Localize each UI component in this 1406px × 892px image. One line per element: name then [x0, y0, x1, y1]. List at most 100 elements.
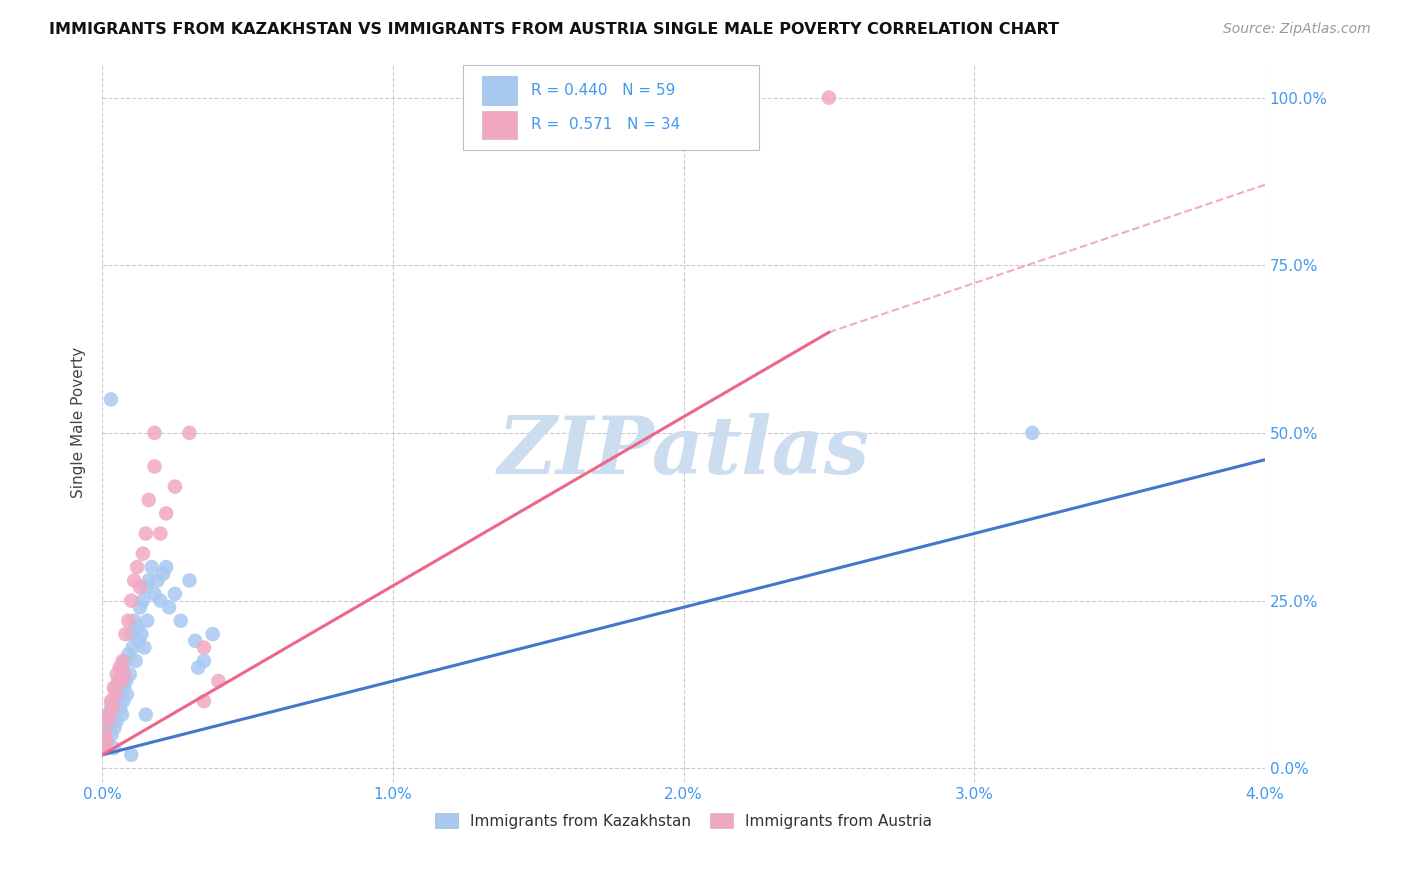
Point: [115, 688, 138, 702]
Point: [201, 627, 224, 641]
Point: [122, 574, 145, 588]
Point: [193, 654, 215, 668]
Point: [136, 614, 159, 628]
Point: [111, 660, 134, 674]
Point: [141, 560, 163, 574]
Point: [97, 721, 120, 735]
Point: [179, 574, 201, 588]
Point: [135, 526, 157, 541]
Point: [114, 654, 136, 668]
Point: [132, 593, 155, 607]
Point: [149, 526, 172, 541]
Point: [107, 674, 129, 689]
Point: [108, 660, 131, 674]
Point: [105, 667, 128, 681]
Point: [98, 714, 121, 729]
Point: [135, 580, 157, 594]
Point: [128, 633, 150, 648]
Point: [100, 392, 122, 407]
Point: [138, 574, 160, 588]
Text: ZIPatlas: ZIPatlas: [498, 413, 869, 491]
Point: [134, 640, 156, 655]
Point: [187, 660, 209, 674]
Point: [155, 507, 177, 521]
Point: [115, 674, 138, 689]
Text: Source: ZipAtlas.com: Source: ZipAtlas.com: [1223, 22, 1371, 37]
Text: R =  0.571   N = 34: R = 0.571 N = 34: [531, 118, 681, 132]
Point: [104, 681, 127, 695]
Point: [108, 674, 131, 689]
Point: [117, 647, 139, 661]
Point: [152, 566, 174, 581]
Text: R = 0.440   N = 59: R = 0.440 N = 59: [531, 83, 676, 98]
Point: [120, 593, 142, 607]
FancyBboxPatch shape: [482, 111, 517, 139]
Point: [818, 90, 841, 104]
Point: [184, 633, 207, 648]
Point: [97, 707, 120, 722]
Point: [120, 747, 142, 762]
Point: [114, 627, 136, 641]
Text: IMMIGRANTS FROM KAZAKHSTAN VS IMMIGRANTS FROM AUSTRIA SINGLE MALE POVERTY CORREL: IMMIGRANTS FROM KAZAKHSTAN VS IMMIGRANTS…: [49, 22, 1059, 37]
Point: [110, 701, 132, 715]
Point: [179, 425, 201, 440]
Point: [100, 728, 122, 742]
FancyBboxPatch shape: [463, 65, 759, 150]
Point: [105, 714, 128, 729]
Point: [107, 694, 129, 708]
Point: [124, 654, 146, 668]
Point: [111, 707, 134, 722]
Point: [146, 574, 169, 588]
Point: [96, 734, 118, 748]
Point: [93, 741, 115, 756]
Point: [122, 614, 145, 628]
Point: [103, 741, 125, 756]
Point: [120, 627, 142, 641]
Point: [103, 707, 125, 722]
Point: [135, 707, 157, 722]
Point: [105, 688, 128, 702]
Point: [101, 701, 124, 715]
Point: [112, 667, 135, 681]
Point: [127, 560, 149, 574]
Point: [149, 593, 172, 607]
Point: [112, 681, 135, 695]
Legend: Immigrants from Kazakhstan, Immigrants from Austria: Immigrants from Kazakhstan, Immigrants f…: [429, 807, 938, 835]
Point: [110, 667, 132, 681]
Point: [101, 694, 124, 708]
Point: [96, 734, 118, 748]
Point: [100, 694, 122, 708]
Point: [111, 654, 134, 668]
Point: [170, 614, 193, 628]
Point: [97, 714, 120, 729]
Point: [127, 620, 149, 634]
Point: [131, 627, 153, 641]
Point: [143, 425, 166, 440]
FancyBboxPatch shape: [482, 77, 517, 105]
Point: [121, 640, 143, 655]
Point: [117, 614, 139, 628]
Point: [104, 688, 127, 702]
Point: [143, 459, 166, 474]
Point: [103, 681, 125, 695]
Point: [94, 728, 117, 742]
Point: [118, 667, 141, 681]
Point: [207, 674, 229, 689]
Point: [143, 587, 166, 601]
Point: [100, 701, 122, 715]
Y-axis label: Single Male Poverty: Single Male Poverty: [72, 347, 86, 499]
Point: [112, 694, 135, 708]
Point: [103, 721, 125, 735]
Point: [98, 707, 121, 722]
Point: [110, 674, 132, 689]
Point: [163, 587, 186, 601]
Point: [129, 600, 152, 615]
Point: [193, 640, 215, 655]
Point: [1021, 425, 1043, 440]
Point: [129, 580, 152, 594]
Point: [155, 560, 177, 574]
Point: [93, 741, 115, 756]
Point: [163, 479, 186, 493]
Point: [132, 547, 155, 561]
Point: [193, 694, 215, 708]
